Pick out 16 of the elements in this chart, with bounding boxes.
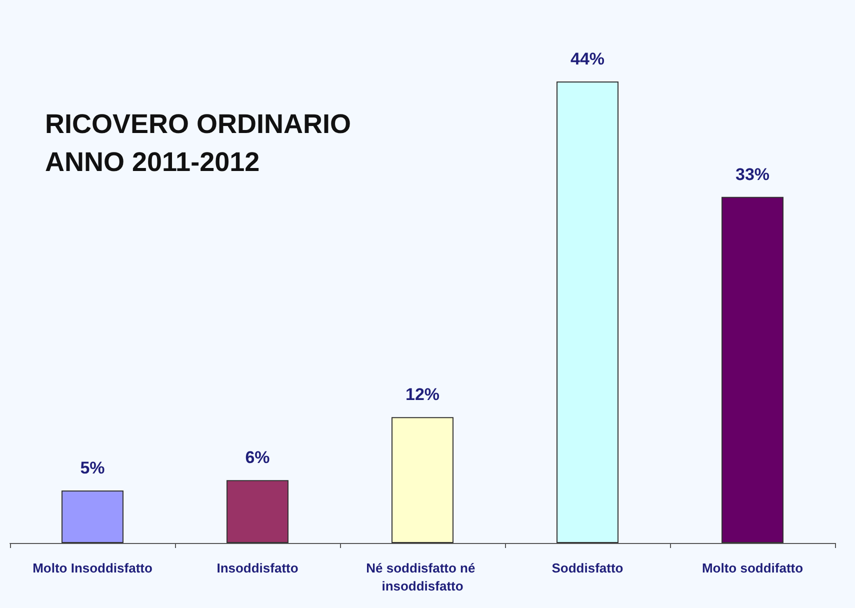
- x-tick-label: Insoddisfatto: [216, 560, 298, 576]
- bar: [226, 480, 288, 543]
- data-label: 44%: [570, 49, 605, 68]
- bar: [556, 81, 618, 543]
- data-label: 5%: [80, 458, 105, 478]
- x-tick-label: Molto soddifatto: [702, 560, 804, 576]
- data-label: 33%: [735, 164, 770, 184]
- text: RICOVERO ORDINARIO ANNO 2011-2012: [45, 109, 352, 177]
- x-tick-label: Molto Insoddisfatto: [32, 560, 152, 576]
- data-label: 12%: [405, 385, 440, 404]
- bar: [722, 196, 784, 543]
- x-tick-label: Né soddisfatto né insoddisfatto: [366, 560, 479, 594]
- data-label: 6%: [245, 448, 270, 468]
- bar: [392, 417, 454, 543]
- x-tick-label: Soddisfatto: [552, 560, 624, 576]
- bar: [62, 490, 124, 543]
